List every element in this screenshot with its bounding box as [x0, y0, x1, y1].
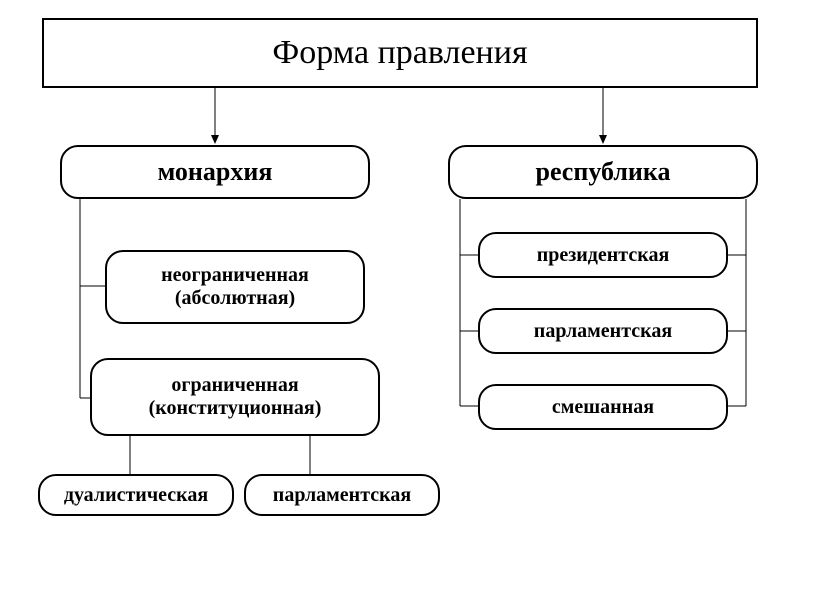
- node-dualistic: дуалистическая: [38, 474, 234, 516]
- node-label-unlimited: неограниченная (абсолютная): [161, 264, 309, 310]
- node-mixed: смешанная: [478, 384, 728, 430]
- node-limited: ограниченная (конституционная): [90, 358, 380, 436]
- node-label-parl_rep: парламентская: [534, 320, 672, 343]
- node-label-president: президентская: [537, 244, 670, 267]
- node-label-monarchy: монархия: [158, 157, 273, 187]
- node-unlimited: неограниченная (абсолютная): [105, 250, 365, 324]
- node-root: Форма правления: [42, 18, 758, 88]
- diagram-canvas: Форма правления монархия республика неогран…: [0, 0, 816, 613]
- node-label-mixed: смешанная: [552, 396, 654, 419]
- node-parl_mon: парламентская: [244, 474, 440, 516]
- node-parl_rep: парламентская: [478, 308, 728, 354]
- node-label-republic: республика: [535, 157, 670, 187]
- node-label-parl_mon: парламентская: [273, 484, 411, 507]
- node-president: президентская: [478, 232, 728, 278]
- node-republic: республика: [448, 145, 758, 199]
- node-label-limited: ограниченная (конституционная): [149, 374, 322, 420]
- node-monarchy: монархия: [60, 145, 370, 199]
- node-label-dualistic: дуалистическая: [64, 484, 208, 507]
- node-label-root: Форма правления: [272, 33, 527, 72]
